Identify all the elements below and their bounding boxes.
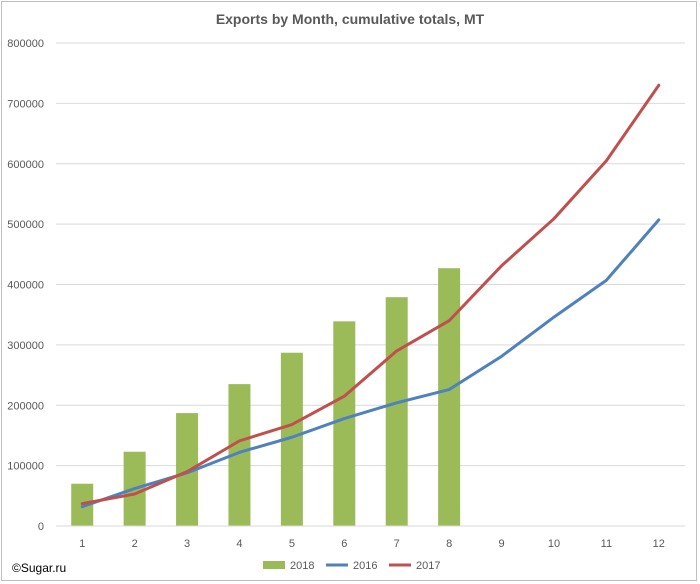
x-axis-tick-labels: 1 2 3 4 5 6 7 8 9 10 11 12: [79, 538, 665, 550]
bar-2018-6: [333, 321, 356, 526]
x-tick-label: 1: [79, 538, 85, 550]
bar-2018-3: [176, 413, 199, 526]
y-tick-label: 400000: [7, 280, 44, 292]
bar-2018-4: [228, 384, 251, 526]
x-tick-label: 4: [236, 538, 242, 550]
legend-item-2018: 2018: [263, 560, 314, 572]
y-tick-label: 500000: [7, 219, 44, 231]
legend-item-2017: 2017: [389, 560, 440, 572]
legend-swatch-2018: [263, 561, 285, 569]
line-2016: [80, 218, 661, 509]
x-tick-label: 8: [446, 538, 452, 550]
x-tick-label: 5: [289, 538, 295, 550]
line-series: [80, 83, 661, 509]
bar-2018-5: [280, 352, 303, 526]
y-tick-label: 800000: [7, 38, 44, 50]
chart-title: Exports by Month, cumulative totals, MT: [216, 11, 485, 27]
bar-2018-7: [385, 297, 408, 526]
x-tick-label: 7: [394, 538, 400, 550]
x-tick-label: 10: [548, 538, 560, 550]
legend-label-2016: 2016: [353, 560, 377, 572]
y-tick-label: 200000: [7, 400, 44, 412]
legend: 2018 2016 2017: [263, 560, 440, 572]
x-tick-label: 9: [498, 538, 504, 550]
y-tick-label: 700000: [7, 98, 44, 110]
source-credit: ©Sugar.ru: [12, 561, 66, 575]
y-tick-label: 100000: [7, 461, 44, 473]
y-tick-label: 600000: [7, 159, 44, 171]
legend-item-2016: 2016: [326, 560, 377, 572]
x-tick-label: 2: [132, 538, 138, 550]
x-tick-label: 6: [341, 538, 347, 550]
y-tick-label: 300000: [7, 340, 44, 352]
x-tick-label: 12: [653, 538, 665, 550]
bar-2018-8: [438, 268, 461, 526]
x-tick-label: 3: [184, 538, 190, 550]
y-tick-label: 0: [38, 521, 44, 533]
y-axis-tick-labels: 0 100000 200000 300000 400000 500000 600000 700…: [7, 38, 44, 533]
x-tick-label: 11: [601, 538, 612, 550]
line-2017: [80, 83, 661, 506]
legend-label-2018: 2018: [290, 560, 314, 572]
legend-label-2017: 2017: [416, 560, 440, 572]
bar-series-2018: [71, 268, 461, 526]
gridlines: [56, 42, 685, 467]
